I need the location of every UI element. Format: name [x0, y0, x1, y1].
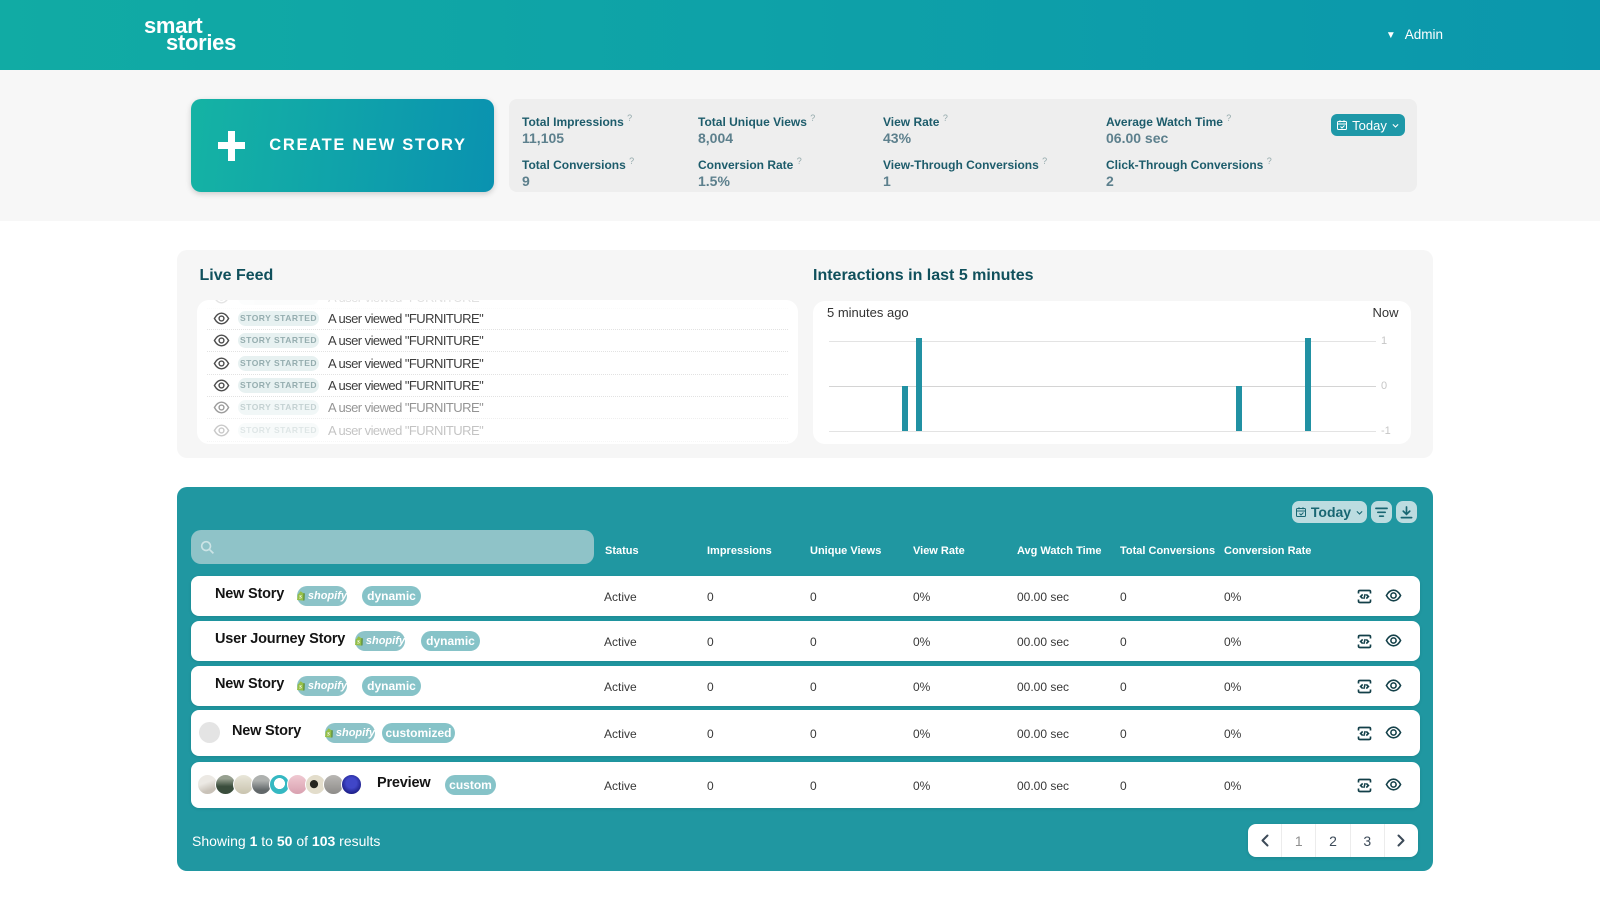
svg-text:S: S: [299, 594, 302, 600]
svg-text:S: S: [299, 684, 302, 690]
svg-text:S: S: [327, 731, 330, 737]
svg-text:S: S: [357, 639, 360, 645]
